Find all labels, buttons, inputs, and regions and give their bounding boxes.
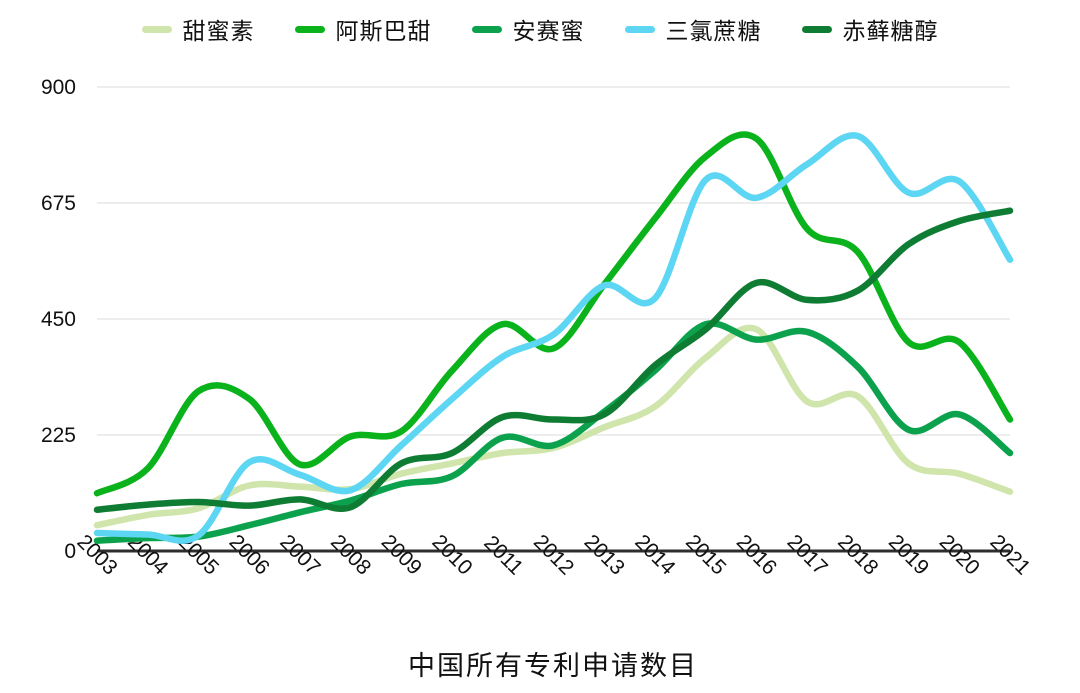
chart-title: 中国所有专利申请数目 [408,651,698,681]
y-tick-label-900: 900 [41,76,76,99]
legend-label: 甜蜜素 [182,18,255,44]
x-tick-label-2020: 2020 [935,530,984,579]
legend-swatch-ansaimi [471,25,502,33]
x-tick-label-2012: 2012 [529,530,578,579]
chart-legend: 甜蜜素 阿斯巴甜 安赛蜜 三氯蔗糖 赤藓糖醇 [0,12,1080,46]
x-tick-label-2018: 2018 [833,530,882,579]
legend-label: 赤藓糖醇 [842,18,939,44]
series-line-赤藓糖醇 [93,207,1014,514]
y-tick-label-450: 450 [41,308,76,331]
legend-label: 三氯蔗糖 [665,18,762,44]
x-tick-label-2008: 2008 [326,530,375,579]
x-tick-label-2010: 2010 [427,530,476,579]
legend-item-asibatian: 阿斯巴甜 [294,12,432,46]
y-tick-label-675: 675 [41,192,76,215]
legend-swatch-asibatian [294,25,325,33]
x-tick-label-2014: 2014 [630,530,680,580]
legend-swatch-chixuantangchun [801,25,832,33]
series-line-阿斯巴甜 [93,131,1014,497]
x-tick-label-2007: 2007 [275,530,324,579]
x-tick-label-2009: 2009 [377,530,426,579]
y-tick-label-225: 225 [41,424,76,447]
legend-item-sanlvzhetang: 三氯蔗糖 [624,12,762,46]
series-line-三氯蔗糖 [93,132,1014,544]
x-tick-label-2019: 2019 [884,530,933,579]
series-line-甜蜜素 [93,324,1014,529]
x-tick-label-2016: 2016 [732,530,781,579]
legend-label: 安赛蜜 [512,18,585,44]
x-tick-label-2011: 2011 [479,531,527,579]
y-tick-label-0: 0 [64,540,76,563]
legend-item-chixuantangchun: 赤藓糖醇 [801,12,939,46]
x-tick-label-2015: 2015 [681,530,730,579]
legend-swatch-tianmisu [141,25,172,33]
x-tick-label-2021: 2021 [985,530,1034,579]
x-tick-label-2017: 2017 [783,530,832,579]
x-tick-label-2006: 2006 [225,530,274,579]
legend-item-ansaimi: 安赛蜜 [471,12,585,46]
legend-item-tianmisu: 甜蜜素 [141,12,255,46]
series-line-安赛蜜 [93,320,1014,544]
legend-swatch-sanlvzhetang [624,25,655,33]
x-tick-label-2013: 2013 [580,530,629,579]
legend-label: 阿斯巴甜 [335,18,432,44]
